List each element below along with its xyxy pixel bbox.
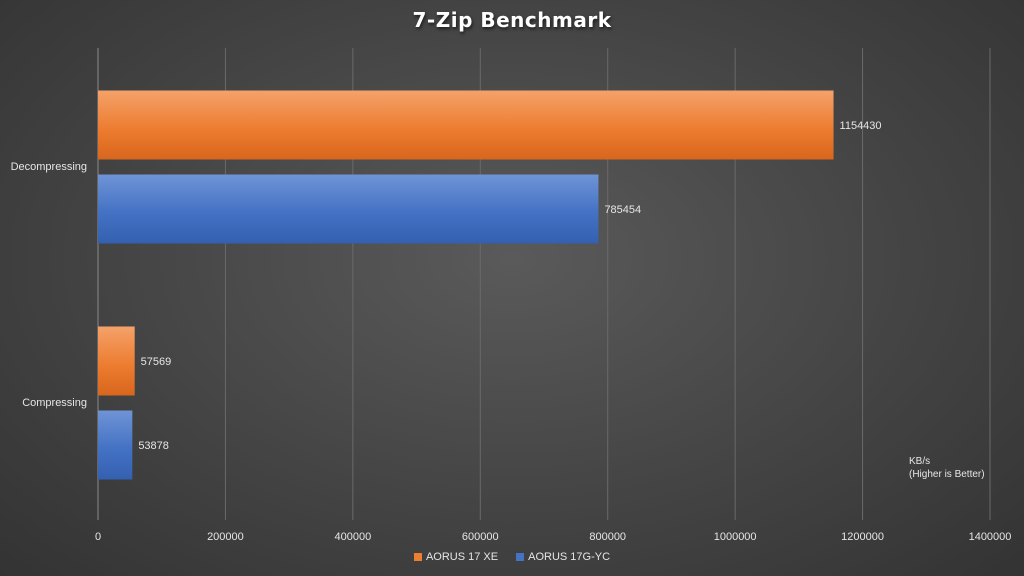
legend: AORUS 17 XE AORUS 17G-YC [0,551,1024,563]
chart-title: 7-Zip Benchmark [412,8,612,32]
bar [98,174,599,244]
legend-item-aorus-17g-yc: AORUS 17G-YC [516,551,610,563]
legend-swatch-orange [413,553,422,561]
x-tick-label: 200000 [207,531,244,543]
x-tick-label: 0 [95,531,101,543]
category-label: Decompressing [11,161,87,173]
legend-label: AORUS 17 XE [425,551,499,563]
x-tick-label: 400000 [334,531,371,543]
category-label: Compressing [22,397,87,409]
x-tick-label: 600000 [462,531,499,543]
bar [98,90,834,160]
unit-note: KB/s (Higher is Better) [909,455,985,481]
labels: 0 200000 400000 600000 800000 1000000 1200000 1… [11,120,1012,543]
data-label: 57569 [141,356,172,368]
x-tick-label: 1400000 [969,531,1012,543]
bar [98,410,133,480]
unit-hint: (Higher is Better) [909,469,985,480]
x-tick-label: 1000000 [714,531,757,543]
bars [98,90,834,480]
data-label: 53878 [138,440,169,452]
unit-label: KB/s [909,456,931,467]
bar [98,326,135,396]
x-tick-label: 1200000 [841,531,884,543]
data-label: 785454 [604,204,641,216]
data-label: 1154430 [840,120,882,132]
legend-item-aorus-17-xe: AORUS 17 XE [413,551,499,563]
x-tick-label: 800000 [589,531,626,543]
legend-swatch-blue [516,553,525,561]
legend-label: AORUS 17G-YC [528,551,611,563]
